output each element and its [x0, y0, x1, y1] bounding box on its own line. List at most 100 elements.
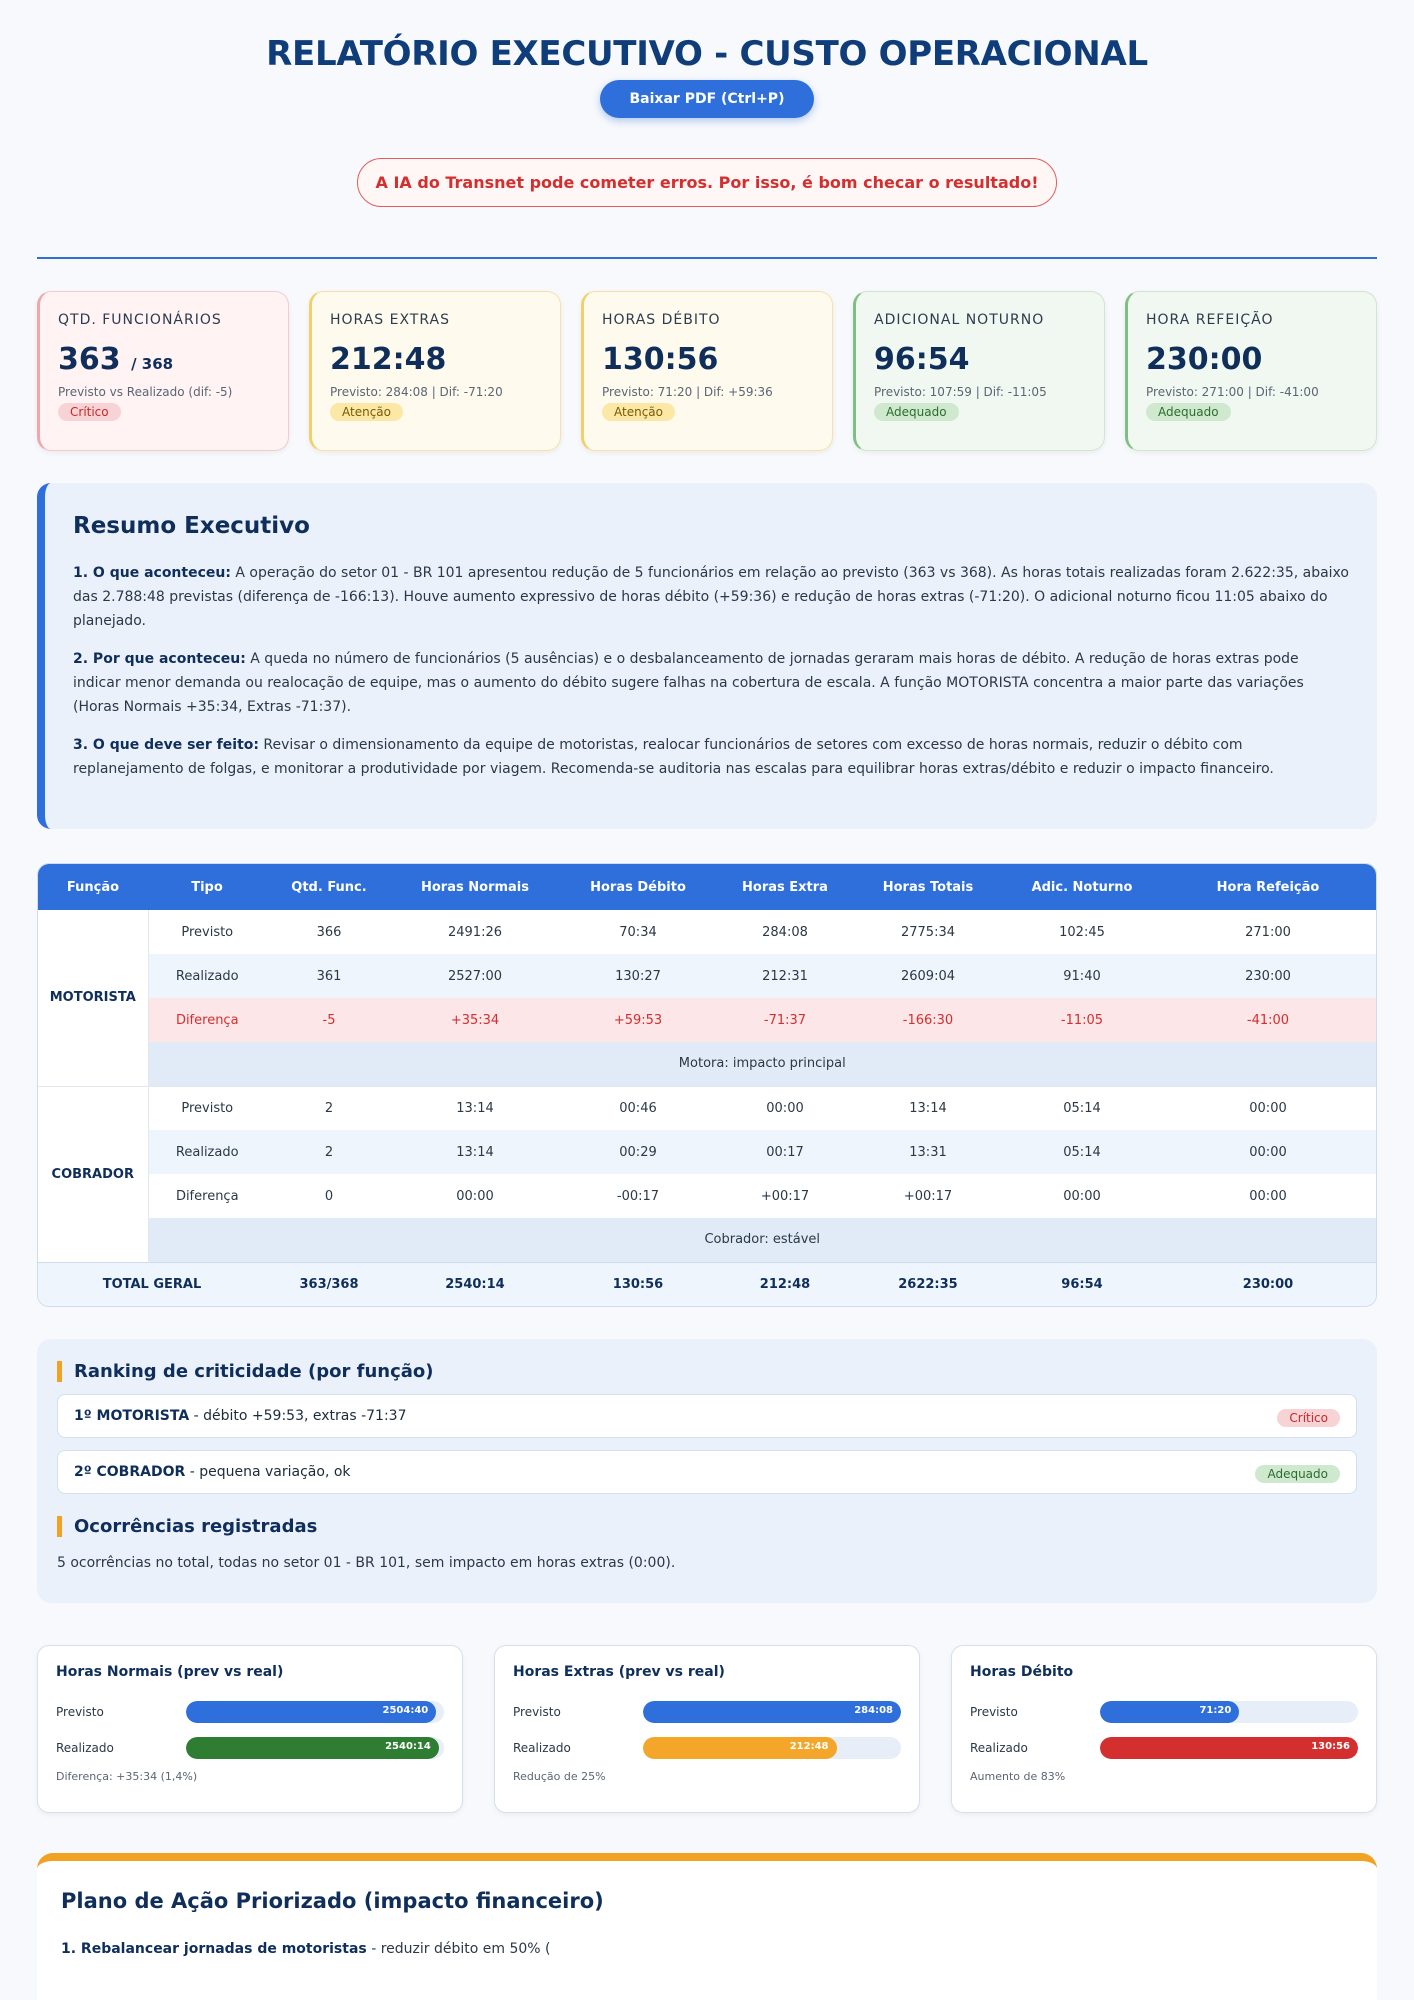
table-cell: 00:00 — [1063, 1188, 1101, 1204]
table-cell: 361 — [266, 954, 392, 998]
table-cell: 05:14 — [1004, 1130, 1160, 1174]
bar-fill: 212:48 — [643, 1737, 837, 1759]
status-badge: Adequado — [1255, 1465, 1340, 1483]
kpi-sub: / 368 — [131, 355, 174, 373]
download-pdf-button[interactable]: Baixar PDF (Ctrl+P) — [599, 80, 815, 118]
bar-label: Realizado — [56, 1741, 114, 1755]
bar-row: Realizado 212:48 — [513, 1730, 901, 1766]
summary-todo-label: 3. O que deve ser feito: — [73, 737, 259, 753]
kpi-card-horas-debito: HORAS DÉBITO 130:56 Previsto: 71:20 | Di… — [581, 291, 833, 451]
table-row: MOTORISTA Previsto 366 2491:26 70:34 284… — [38, 910, 1376, 1086]
bar-label: Previsto — [513, 1705, 561, 1719]
kpi-note: Previsto: 271:00 | Dif: -41:00 — [1146, 385, 1319, 399]
table-cell: -5 — [266, 998, 392, 1042]
bar-row: Previsto 284:08 — [513, 1694, 901, 1730]
bar-value: 212:48 — [789, 1741, 829, 1752]
table-cell: 230:00 — [1160, 954, 1376, 998]
bar-row: Realizado 2540:14 — [56, 1730, 444, 1766]
list-item: 2º COBRADOR - pequena variação, ok Adequ… — [57, 1450, 1357, 1494]
table-cell: 2527:00 — [392, 954, 558, 998]
ranking-label: 2º COBRADOR — [74, 1464, 186, 1480]
kpi-note: Previsto: 107:59 | Dif: -11:05 — [874, 385, 1047, 399]
ranking-title: Ranking de criticidade (por função) — [57, 1361, 1357, 1382]
executive-summary: Resumo Executivo 1. O que aconteceu: A o… — [37, 483, 1377, 829]
kpi-card-adicional-noturno: ADICIONAL NOTURNO 96:54 Previsto: 107:59… — [853, 291, 1105, 451]
table-cell: Previsto — [181, 924, 234, 940]
table-cell: 13:31 — [852, 1130, 1004, 1174]
col-horas-totais: Horas Totais — [852, 864, 1004, 910]
table-row-note: Cobrador: estável — [38, 1218, 1376, 1262]
col-hora-refeicao: Hora Refeição — [1160, 864, 1376, 910]
summary-what: 1. O que aconteceu: A operação do setor … — [73, 561, 1349, 633]
table-cell: Realizado — [148, 1130, 266, 1174]
kpi-value: 363 / 368 — [58, 342, 270, 377]
action-plan-item: 1. Rebalancear jornadas de motoristas - … — [61, 1941, 1353, 1957]
table-cell: 00:29 — [558, 1130, 718, 1174]
ranking-detail: - débito +59:53, extras -71:37 — [189, 1408, 407, 1424]
bar-value: 71:20 — [1199, 1705, 1232, 1716]
table-cell: Previsto — [148, 1085, 266, 1130]
table-cell: 00:00 — [1160, 1130, 1376, 1174]
col-horas-normais: Horas Normais — [392, 864, 558, 910]
bar-label: Previsto — [56, 1705, 104, 1719]
bar-value: 2540:14 — [385, 1741, 431, 1752]
table-cell: +59:53 — [558, 998, 718, 1042]
table-row: COBRADOR Previsto 2 13:14 00:46 00:00 13… — [38, 1085, 1376, 1262]
kpi-value: 96:54 — [874, 342, 970, 377]
kpi-note: Previsto vs Realizado (dif: -5) — [58, 385, 233, 399]
table-cell: 2609:04 — [852, 954, 1004, 998]
cost-table: Função Tipo Qtd. Func. Horas Normais Hor… — [37, 863, 1377, 1307]
kpi-note: Previsto: 71:20 | Dif: +59:36 — [602, 385, 773, 399]
bar-card-title: Horas Normais (prev vs real) — [56, 1664, 284, 1680]
col-tipo: Tipo — [148, 864, 266, 910]
bar-value: 2504:40 — [382, 1705, 429, 1716]
table-cell: 91:40 — [1004, 954, 1160, 998]
table-cell: -41:00 — [1160, 998, 1376, 1042]
ranking-text: 1º MOTORISTA - débito +59:53, extras -71… — [74, 1408, 407, 1424]
bar-card-foot: Redução de 25% — [513, 1770, 606, 1783]
table-row-diff: Diferença -5 +35:34 +59:53 -71:37 -166:3… — [38, 998, 1376, 1042]
table-cell: 212:48 — [718, 1261, 852, 1306]
table-cell: 00:00 — [1160, 1085, 1376, 1130]
bar-track: 2504:40 — [186, 1701, 444, 1723]
ai-warning-banner: A IA do Transnet pode cometer erros. Por… — [357, 158, 1057, 207]
table-cell: 96:54 — [1004, 1261, 1160, 1306]
table-cell: 230:00 — [1160, 1261, 1376, 1306]
kpi-label: HORAS EXTRAS — [330, 312, 450, 328]
kpi-value: 212:48 — [330, 342, 447, 377]
table-cell: Realizado — [148, 954, 266, 998]
table-cell: 2622:35 — [852, 1261, 1004, 1306]
funcao-cobrador: COBRADOR — [38, 1085, 149, 1262]
bar-label: Realizado — [970, 1741, 1028, 1755]
cobrador-note: Cobrador: estável — [148, 1218, 1376, 1262]
table-cell: 00:00 — [456, 1188, 494, 1204]
bar-value: 130:56 — [1311, 1741, 1350, 1752]
ranking-detail: - pequena variação, ok — [185, 1464, 351, 1480]
table-cell: 130:56 — [558, 1261, 718, 1306]
bar-card-title: Horas Débito — [970, 1664, 1074, 1680]
status-badge: Adequado — [1146, 403, 1231, 421]
kpi-label: HORAS DÉBITO — [602, 312, 721, 328]
table-cell: +00:17 — [760, 1188, 810, 1204]
table-cell: 13:14 — [852, 1085, 1004, 1130]
status-badge: Adequado — [874, 403, 959, 421]
bar-track: 2540:14 — [186, 1737, 444, 1759]
bar-row: Realizado 130:56 — [970, 1730, 1358, 1766]
table-cell: +00:17 — [903, 1188, 953, 1204]
table-cell: 00:17 — [718, 1130, 852, 1174]
table-cell: Diferença — [148, 998, 266, 1042]
kpi-value: 230:00 — [1146, 342, 1263, 377]
table-cell: 0 — [324, 1188, 334, 1204]
table-cell: 2540:14 — [392, 1261, 558, 1306]
status-badge: Crítico — [1277, 1409, 1340, 1427]
kpi-note: Previsto: 284:08 | Dif: -71:20 — [330, 385, 503, 399]
table-cell: 2775:34 — [900, 924, 955, 940]
summary-what-label: 1. O que aconteceu: — [73, 565, 231, 581]
table-cell: -71:37 — [718, 998, 852, 1042]
total-label: TOTAL GERAL — [38, 1261, 266, 1306]
kpi-number: 363 — [58, 342, 121, 377]
kpi-label: ADICIONAL NOTURNO — [874, 312, 1045, 328]
kpi-value: 130:56 — [602, 342, 719, 377]
action-item-text: - reduzir débito em 50% ( — [366, 1941, 551, 1957]
ranking-text: 2º COBRADOR - pequena variação, ok — [74, 1464, 351, 1480]
